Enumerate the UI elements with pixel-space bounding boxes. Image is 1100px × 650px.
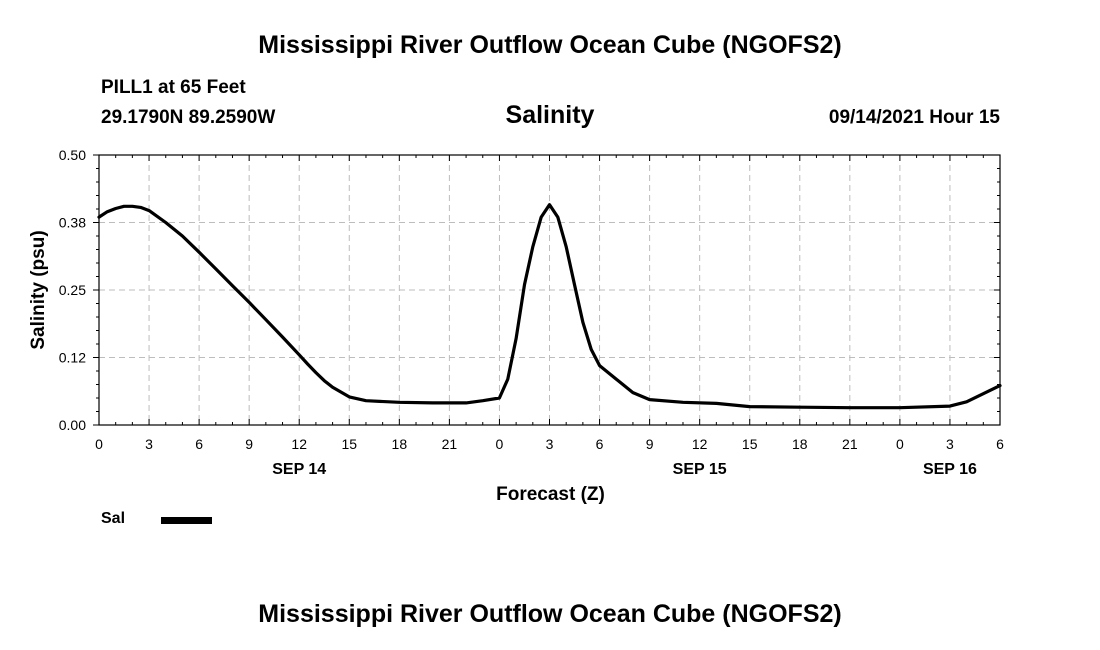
x-tick-label: 3	[946, 436, 954, 452]
x-tick-label: 9	[646, 436, 654, 452]
station-coordinates: 29.1790N 89.2590W	[101, 107, 276, 128]
x-tick-label: 12	[692, 436, 708, 452]
x-tick-label: 21	[842, 436, 858, 452]
x-tick-label: 0	[95, 436, 103, 452]
forecast-datetime: 09/14/2021 Hour 15	[828, 107, 1000, 128]
x-tick-label: 3	[145, 436, 153, 452]
x-tick-label: 21	[442, 436, 458, 452]
x-day-label: SEP 14	[272, 461, 326, 478]
y-tick-label: 0.12	[59, 350, 86, 366]
y-tick-label: 0.50	[59, 147, 86, 163]
y-tick-label: 0.38	[59, 215, 86, 231]
x-tick-label: 15	[341, 436, 357, 452]
series-line-sal	[97, 203, 1002, 410]
x-tick-label: 0	[896, 436, 904, 452]
x-tick-label: 15	[742, 436, 758, 452]
x-tick-label: 18	[392, 436, 408, 452]
chart-subtitle: Salinity	[505, 101, 595, 129]
x-tick-label: 0	[496, 436, 504, 452]
footer-title: Mississippi River Outflow Ocean Cube (NG…	[258, 600, 842, 628]
x-tick-label: 6	[996, 436, 1004, 452]
y-axis-label: Salinity (psu)	[28, 230, 49, 349]
x-tick-label: 6	[596, 436, 604, 452]
x-day-label: SEP 15	[673, 461, 727, 478]
y-tick-label: 0.25	[59, 282, 86, 298]
station-label: PILL1 at 65 Feet	[101, 77, 246, 98]
x-tick-label: 3	[546, 436, 554, 452]
x-tick-label: 18	[792, 436, 808, 452]
chart-title: Mississippi River Outflow Ocean Cube (NG…	[258, 31, 842, 59]
x-axis-label: Forecast (Z)	[496, 484, 605, 505]
legend-swatch	[161, 517, 212, 524]
x-tick-label: 6	[195, 436, 203, 452]
x-tick-label: 9	[245, 436, 253, 452]
y-tick-label: 0.00	[59, 417, 86, 433]
x-tick-label: 12	[291, 436, 307, 452]
x-day-label: SEP 16	[923, 461, 977, 478]
legend-label: Sal	[101, 510, 126, 527]
